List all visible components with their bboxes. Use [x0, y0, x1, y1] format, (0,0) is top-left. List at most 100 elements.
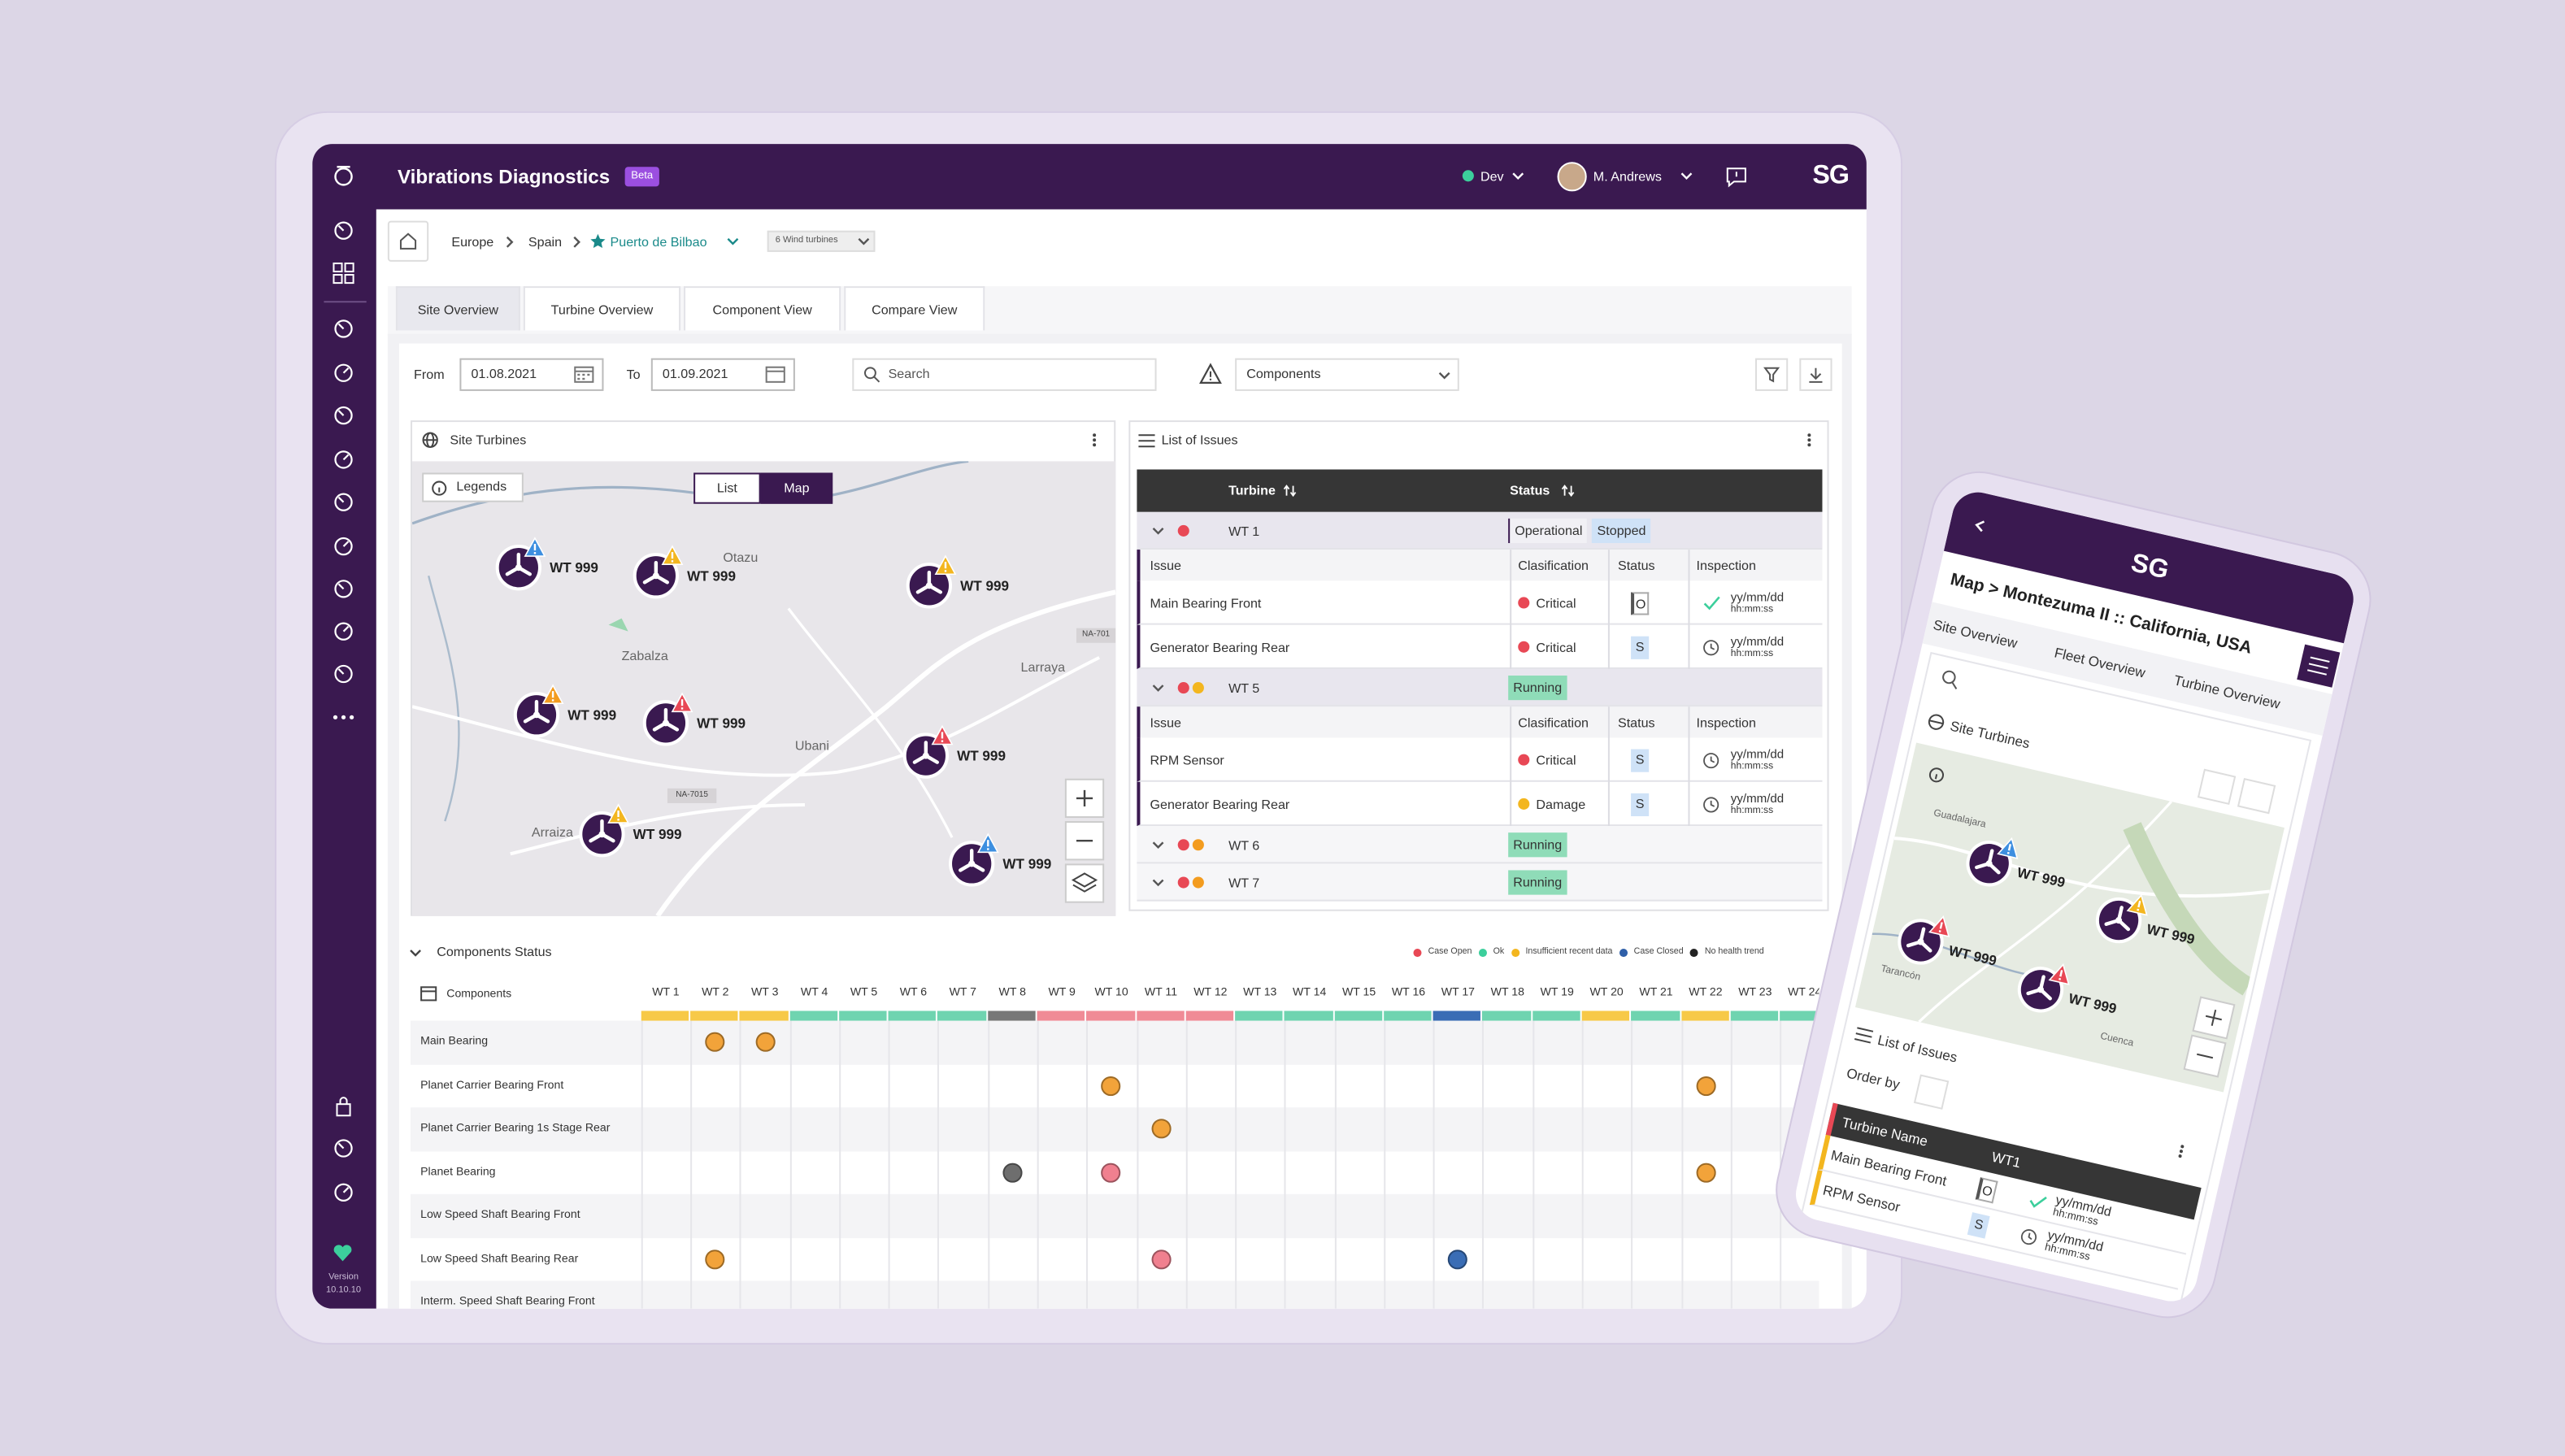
filter-button[interactable]: [1754, 358, 1789, 391]
kebab[interactable]: [2176, 1143, 2186, 1160]
turbine-header[interactable]: WT 19: [1540, 987, 1574, 999]
turbine-marker[interactable]: [633, 553, 680, 599]
turbine-header[interactable]: WT 10: [1094, 987, 1128, 999]
tab[interactable]: Site Overview: [395, 286, 520, 331]
turbine-header[interactable]: WT 13: [1243, 987, 1277, 999]
status-dot[interactable]: [705, 1249, 725, 1269]
legends-button[interactable]: Legends: [422, 472, 524, 502]
sidebar-icon[interactable]: [333, 1096, 353, 1117]
components-select[interactable]: Components: [1235, 358, 1459, 391]
turbine-header[interactable]: WT 12: [1193, 987, 1228, 999]
turbine-marker[interactable]: [579, 811, 625, 858]
user[interactable]: M. Andrews: [1593, 169, 1662, 185]
status-dot[interactable]: [754, 1032, 775, 1053]
breadcrumb-item[interactable]: Europe: [451, 234, 494, 250]
sidebar-icon[interactable]: [333, 1183, 353, 1202]
turbine-header[interactable]: WT 14: [1293, 987, 1327, 999]
sidebar-icon[interactable]: [333, 363, 353, 383]
turbine-marker[interactable]: [513, 692, 560, 738]
download-button[interactable]: [1799, 358, 1832, 391]
turbine-header[interactable]: WT 7: [949, 987, 977, 999]
sidebar-icon[interactable]: [333, 262, 354, 285]
turbine-header[interactable]: WT 2: [702, 987, 729, 999]
turbine-header[interactable]: WT 15: [1341, 987, 1376, 999]
phone-search[interactable]: [1940, 668, 1962, 690]
zoom-button[interactable]: [2192, 996, 2236, 1040]
issue-row[interactable]: [1137, 580, 1823, 625]
status-dot[interactable]: [1101, 1076, 1122, 1096]
status-dot[interactable]: [1150, 1119, 1172, 1139]
status-dot[interactable]: [1448, 1249, 1468, 1269]
turbine-marker[interactable]: [949, 841, 995, 887]
tab[interactable]: Compare View: [844, 286, 985, 331]
status-dot[interactable]: [1695, 1076, 1716, 1096]
turbine-header[interactable]: WT 23: [1738, 987, 1772, 999]
sidebar-icon[interactable]: [333, 664, 353, 684]
classification: Damage: [1536, 796, 1586, 812]
turbine-header[interactable]: WT 16: [1391, 987, 1426, 999]
turbine-status: [987, 1011, 1037, 1021]
status-dot[interactable]: [705, 1032, 725, 1053]
turbine-row[interactable]: [1137, 863, 1823, 902]
sidebar-icon[interactable]: [333, 1138, 353, 1158]
turbine-header[interactable]: WT 9: [1048, 987, 1076, 999]
feedback-icon[interactable]: [1726, 167, 1747, 188]
turbine-marker[interactable]: [906, 563, 953, 609]
breadcrumb-item[interactable]: Puerto de Bilbao: [610, 234, 707, 250]
zoom-button[interactable]: [2183, 1034, 2227, 1078]
turbine-header[interactable]: WT 6: [899, 987, 928, 999]
zoom-button[interactable]: [1064, 821, 1105, 861]
view-toggle[interactable]: List: [693, 472, 761, 504]
turbine-header[interactable]: WT 4: [800, 987, 828, 999]
column-header[interactable]: Status: [1510, 483, 1550, 498]
sidebar-icon[interactable]: [333, 450, 353, 469]
turbine-header[interactable]: WT 21: [1639, 987, 1673, 999]
layers-button[interactable]: [1064, 863, 1105, 903]
tab[interactable]: Component View: [684, 286, 841, 331]
column-header[interactable]: Turbine: [1228, 483, 1276, 498]
turbine-header[interactable]: WT 1: [652, 987, 680, 999]
sidebar-icon[interactable]: [333, 406, 353, 425]
sidebar-icon[interactable]: [333, 319, 353, 338]
breadcrumb-item[interactable]: Spain: [528, 234, 563, 250]
sidebar-icon[interactable]: [333, 221, 353, 241]
to-input[interactable]: 01.09.2021: [650, 358, 795, 391]
view-toggle[interactable]: Map: [760, 472, 833, 504]
issue-row[interactable]: [1137, 737, 1823, 782]
sidebar-icon[interactable]: [333, 579, 353, 598]
env[interactable]: Dev: [1480, 169, 1504, 185]
turbine-marker[interactable]: [642, 700, 689, 746]
turbine-count[interactable]: 6 Wind turbines: [767, 230, 876, 252]
turbine-header[interactable]: WT 5: [850, 987, 878, 999]
turbine-header[interactable]: WT 24: [1788, 987, 1819, 999]
turbine-row[interactable]: [1137, 668, 1823, 707]
back-icon[interactable]: [1972, 518, 1988, 533]
turbine-row[interactable]: [1137, 511, 1823, 550]
status-dot[interactable]: [1002, 1163, 1023, 1183]
turbine-header[interactable]: WT 11: [1144, 987, 1178, 999]
kebab[interactable]: [1091, 432, 1098, 448]
turbine-header[interactable]: WT 8: [998, 987, 1026, 999]
tab[interactable]: Turbine Overview: [523, 286, 681, 331]
from-input[interactable]: 01.08.2021: [459, 358, 604, 391]
search-input[interactable]: Search: [852, 358, 1157, 391]
zoom-button[interactable]: [1064, 778, 1105, 819]
home-button[interactable]: [387, 220, 429, 262]
sidebar-icon[interactable]: [333, 622, 353, 641]
kebab[interactable]: [1806, 432, 1812, 448]
status-dot[interactable]: [1695, 1163, 1716, 1183]
turbine-header[interactable]: WT 20: [1589, 987, 1624, 999]
sidebar-icon[interactable]: [333, 537, 353, 556]
issue-row[interactable]: [1137, 624, 1823, 669]
turbine-header[interactable]: WT 17: [1441, 987, 1476, 999]
status-dot[interactable]: [1101, 1163, 1122, 1183]
turbine-marker[interactable]: [495, 545, 542, 591]
turbine-header[interactable]: WT 3: [751, 987, 779, 999]
turbine-marker[interactable]: [902, 732, 950, 779]
sidebar-icon[interactable]: [333, 493, 353, 512]
turbine-row[interactable]: [1137, 826, 1823, 864]
turbine-header[interactable]: WT 18: [1490, 987, 1524, 999]
issue-row[interactable]: [1137, 781, 1823, 827]
turbine-header[interactable]: WT 22: [1689, 987, 1723, 999]
status-dot[interactable]: [1150, 1249, 1172, 1269]
